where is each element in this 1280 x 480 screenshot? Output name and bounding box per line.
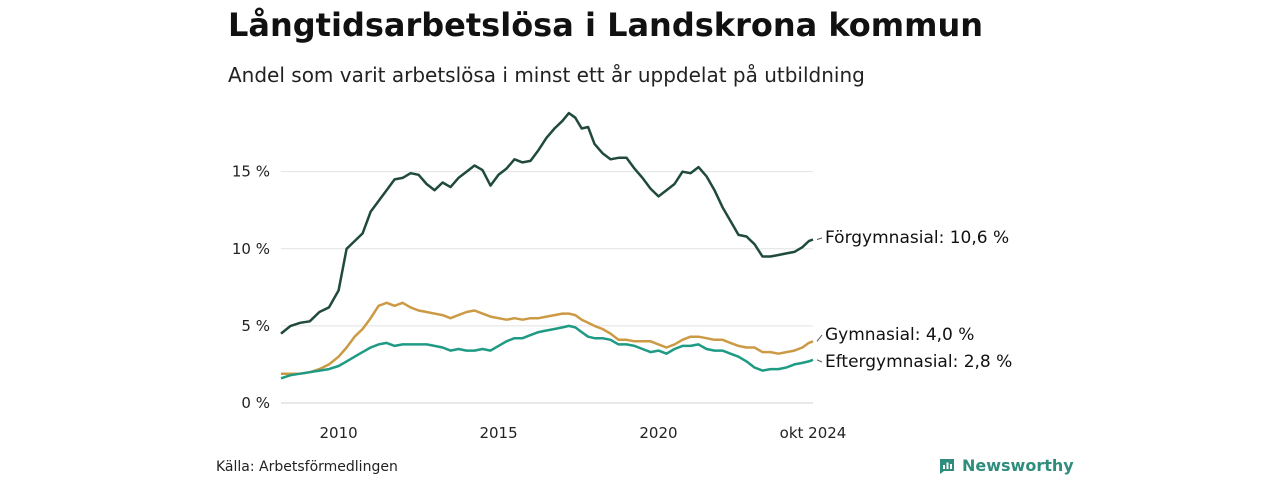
x-tick-label: 2010 bbox=[319, 424, 357, 442]
x-tick-label: okt 2024 bbox=[780, 424, 847, 442]
source-note: Källa: Arbetsförmedlingen bbox=[216, 459, 398, 475]
chart-subtitle: Andel som varit arbetslösa i minst ett å… bbox=[228, 63, 865, 87]
series-line-gymnasial bbox=[281, 301, 814, 375]
series-line-förgymnasial bbox=[280, 111, 814, 335]
end-labels: Förgymnasial: 10,6 % Gymnasial: 4,0 % Efte… bbox=[816, 228, 1012, 372]
y-tick-label: 5 % bbox=[241, 317, 270, 335]
label-connector bbox=[816, 334, 823, 342]
label-connector bbox=[816, 237, 823, 241]
brand-name: Newsworthy bbox=[962, 456, 1074, 475]
chart-title: Långtidsarbetslösa i Landskrona kommun bbox=[228, 6, 983, 44]
x-axis: 2010 2015 2020 okt 2024 bbox=[319, 424, 846, 442]
end-label-eftergymnasial: Eftergymnasial: 2,8 % bbox=[825, 352, 1012, 372]
series-line-eftergymnasial bbox=[280, 324, 814, 380]
series-lines bbox=[280, 111, 814, 380]
end-label-förgymnasial: Förgymnasial: 10,6 % bbox=[825, 228, 1009, 248]
x-tick-label: 2015 bbox=[479, 424, 517, 442]
newsworthy-logo-icon bbox=[940, 458, 954, 474]
label-connector bbox=[816, 359, 823, 363]
gridlines bbox=[281, 171, 813, 404]
y-axis: 0 % 5 % 10 % 15 % bbox=[232, 163, 270, 412]
y-tick-label: 0 % bbox=[241, 394, 270, 412]
end-label-gymnasial: Gymnasial: 4,0 % bbox=[825, 325, 974, 345]
brand[interactable]: Newsworthy bbox=[938, 456, 1074, 475]
x-tick-label: 2020 bbox=[639, 424, 677, 442]
y-tick-label: 15 % bbox=[232, 163, 270, 181]
y-tick-label: 10 % bbox=[232, 240, 270, 258]
